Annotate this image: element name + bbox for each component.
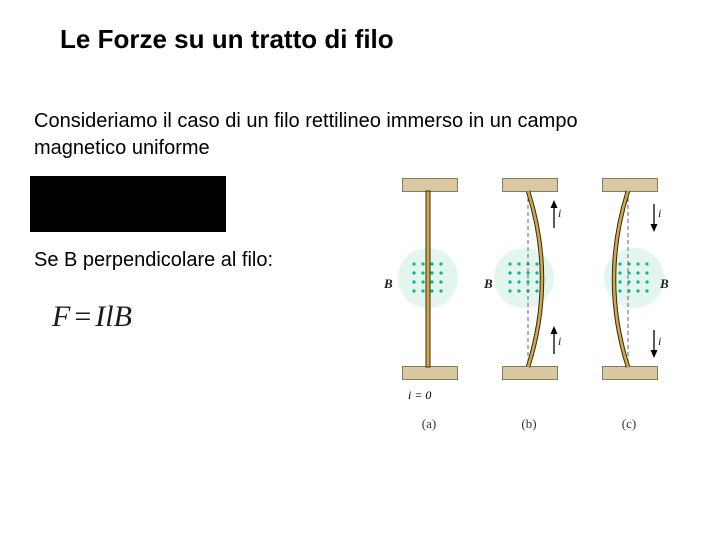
i-zero-label: i = 0	[408, 388, 431, 403]
redacted-block	[30, 176, 226, 232]
i-label-b-top: i	[558, 206, 561, 221]
figure-panel-b: B i i (b)	[484, 178, 574, 438]
formula: F=IlB	[52, 300, 132, 334]
caption-b: (b)	[484, 416, 574, 432]
formula-eq: =	[70, 300, 95, 333]
paragraph-1: Consideriamo il caso di un filo rettilin…	[34, 108, 674, 162]
figure-panel-c: B i i (c)	[584, 178, 674, 438]
i-label-c-top: i	[658, 206, 661, 221]
b-label-c: B	[660, 276, 669, 292]
paragraph-2: Se B perpendicolare al filo:	[34, 249, 273, 272]
formula-rhs: IlB	[95, 300, 132, 333]
i-label-b-bot: i	[558, 334, 561, 349]
caption-a: (a)	[384, 416, 474, 432]
i-label-c-bot: i	[658, 334, 661, 349]
b-label-b: B	[484, 276, 493, 292]
formula-lhs: F	[52, 300, 70, 333]
slide: Le Forze su un tratto di filo Consideria…	[0, 0, 720, 540]
b-label-a: B	[384, 276, 393, 292]
slide-title: Le Forze su un tratto di filo	[60, 24, 394, 55]
panel-a-svg	[384, 178, 474, 388]
caption-c: (c)	[584, 416, 674, 432]
figure-panel-a: B i = 0 (a)	[384, 178, 474, 438]
figure: B i = 0 (a)	[380, 178, 680, 438]
